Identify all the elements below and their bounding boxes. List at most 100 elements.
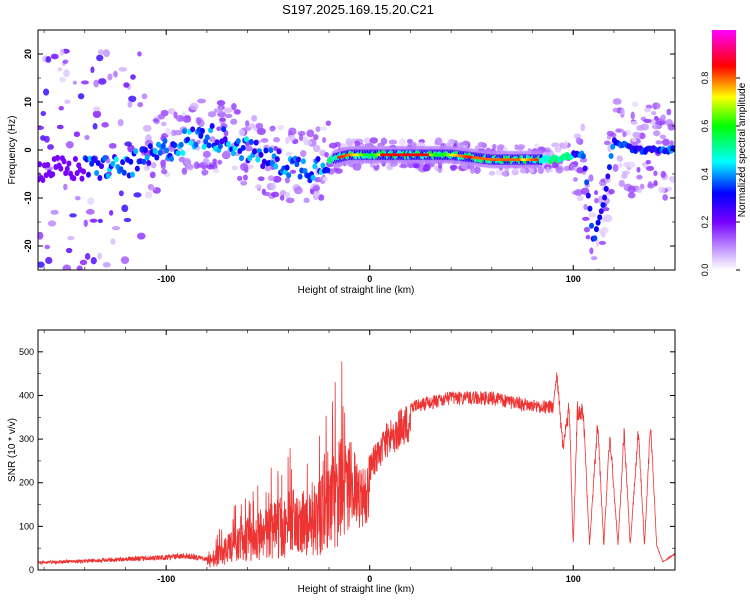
colorbar-tick-label: 0.0: [700, 264, 710, 277]
spectrogram-blob: [217, 159, 223, 165]
ridge-blob: [201, 143, 207, 150]
ridge-blob: [603, 185, 609, 192]
spectrogram-blob: [257, 176, 265, 182]
ridge-blob: [55, 154, 61, 161]
spectrogram-blob: [38, 231, 44, 240]
spectrogram-blob: [618, 162, 623, 168]
ridge-blob: [606, 164, 612, 171]
spectrogram-blob: [137, 232, 146, 240]
spectrogram-blob: [502, 171, 508, 177]
spectrogram-blob: [65, 247, 73, 254]
spectrogram-blob: [97, 49, 105, 56]
colorbar-ticks: 0.0 0.2 0.4 0.6 0.8: [700, 72, 740, 277]
ridge-blob: [253, 139, 259, 146]
spectrogram-blob: [251, 115, 258, 122]
spectrogram-blob: [72, 80, 78, 85]
spectrogram-blob: [602, 207, 610, 212]
ridge-blob: [230, 150, 236, 157]
spectrogram-blob: [450, 165, 457, 172]
spectrogram-blob: [312, 134, 319, 141]
ridge-blob: [97, 175, 103, 182]
spectrogram-blob: [62, 59, 69, 64]
spectrogram-blob: [555, 165, 564, 174]
spectrogram-blob: [534, 143, 540, 149]
x-tick-label: 0: [367, 274, 372, 284]
spectrogram-blob: [243, 126, 252, 132]
spectrogram-blob: [594, 268, 602, 270]
spectrogram-blob: [244, 145, 253, 152]
ridge-blob: [157, 149, 163, 156]
spectrogram-blob: [83, 219, 88, 228]
ridge-blob: [141, 158, 147, 165]
spectrogram-blob: [76, 284, 81, 289]
spectrogram-blob: [589, 247, 594, 255]
ridge-blob: [154, 154, 160, 161]
ridge-blob: [89, 160, 95, 167]
spectrogram-blob: [306, 129, 315, 138]
spectrogram-blob: [47, 144, 54, 150]
spectrogram-blob: [127, 144, 135, 153]
spectrogram-blob: [598, 240, 607, 245]
spectrogram-blob: [67, 236, 75, 241]
ridge-blob: [199, 127, 205, 134]
snr-y-axis-label: SNR (10 * v/v): [7, 418, 18, 482]
spectrogram-blob: [40, 111, 47, 117]
ridge-blob: [118, 166, 124, 173]
spectrogram-blob: [211, 162, 218, 171]
spectrogram-blob: [519, 167, 527, 174]
ridge-blob: [598, 208, 604, 215]
spectrogram-blob: [612, 164, 619, 172]
spectrogram-blob: [542, 151, 551, 157]
ridge-blob: [142, 146, 148, 153]
ridge-blob: [204, 134, 210, 141]
spectrogram-blob: [577, 195, 584, 202]
spectrogram-blob: [120, 256, 130, 265]
ridge-blob: [45, 161, 51, 168]
spectrogram-blob: [152, 118, 160, 123]
spectrogram-blob: [583, 204, 588, 211]
ridge-blob: [206, 142, 212, 149]
spectrogram-blob: [654, 115, 659, 121]
spectrogram-blob: [117, 119, 124, 127]
ridge-blob: [258, 151, 264, 158]
spectrogram-blob: [84, 253, 91, 260]
spectrogram-blob: [267, 175, 275, 182]
spectrogram-blob: [612, 98, 622, 105]
spectrogram-blob: [244, 120, 250, 127]
ridge-blob: [214, 139, 220, 146]
spectrogram-blob: [627, 185, 636, 194]
spectrogram-blob: [183, 157, 191, 166]
ridge-blob: [164, 147, 170, 154]
ridge-blob: [193, 141, 199, 148]
x-tick-label: 100: [566, 574, 581, 584]
ridge-blob: [595, 219, 601, 226]
spectrogram-blob: [284, 177, 290, 184]
ridge-blob: [85, 171, 91, 178]
spectrogram-blob: [644, 107, 652, 113]
ridge-blob: [134, 165, 140, 172]
spectrogram-blob: [97, 252, 102, 260]
spectrogram-blob: [230, 118, 238, 125]
spectrogram-blob: [667, 123, 675, 131]
spectrogram-blob: [167, 108, 176, 115]
spectrogram-blob: [434, 165, 439, 171]
spectrogram-blob: [551, 162, 559, 169]
ridge-blob: [610, 143, 616, 150]
spectrogram-blob: [181, 167, 188, 175]
spectrogram-blob: [639, 183, 645, 190]
spectrogram-blob: [45, 256, 53, 265]
ridge-blob: [113, 156, 119, 163]
spectrogram-blob: [247, 164, 254, 170]
spectrogram-blob: [38, 125, 45, 131]
ridge-blob: [269, 160, 275, 167]
ridge-blob: [284, 164, 290, 171]
spectrogram-blob: [90, 66, 95, 74]
spectrogram-blob: [640, 123, 650, 131]
spectrogram-blob: [64, 99, 71, 104]
ridge-blob: [222, 136, 228, 143]
ridge-blob: [182, 128, 188, 135]
spectrogram-blob: [222, 150, 231, 159]
ridge-blob: [58, 165, 64, 172]
spectrogram-blob: [630, 111, 635, 120]
